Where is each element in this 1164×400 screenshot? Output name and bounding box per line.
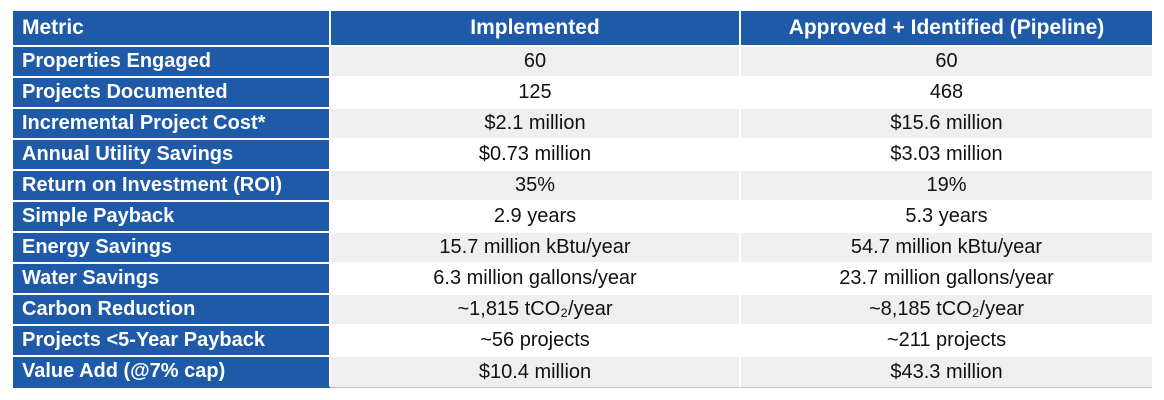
row-implemented: $10.4 million [331,357,741,388]
table-row: Incremental Project Cost* $2.1 million $… [13,109,1152,140]
row-metric: Incremental Project Cost* [13,109,331,140]
table-body: Properties Engaged 60 60 Projects Docume… [13,47,1152,388]
row-metric: Annual Utility Savings [13,140,331,171]
row-pipeline: ~211 projects [741,326,1152,357]
table-row: Value Add (@7% cap) $10.4 million $43.3 … [13,357,1152,388]
row-pipeline: $43.3 million [741,357,1152,388]
row-metric: Projects Documented [13,78,331,109]
row-implemented: 15.7 million kBtu/year [331,233,741,264]
row-implemented: 35% [331,171,741,202]
table-row: Projects Documented 125 468 [13,78,1152,109]
table-row: Simple Payback 2.9 years 5.3 years [13,202,1152,233]
metrics-table-container: Metric Implemented Approved + Identified… [13,11,1152,388]
row-metric: Water Savings [13,264,331,295]
row-metric: Energy Savings [13,233,331,264]
table-header: Metric Implemented Approved + Identified… [13,11,1152,47]
row-metric: Simple Payback [13,202,331,233]
row-implemented: 60 [331,47,741,78]
row-metric: Carbon Reduction [13,295,331,326]
row-implemented: ~1,815 tCO₂/year [331,295,741,326]
header-implemented: Implemented [331,11,741,47]
row-metric: Return on Investment (ROI) [13,171,331,202]
table-row: Carbon Reduction ~1,815 tCO₂/year ~8,185… [13,295,1152,326]
row-implemented: 125 [331,78,741,109]
header-row: Metric Implemented Approved + Identified… [13,11,1152,47]
table-row: Water Savings 6.3 million gallons/year 2… [13,264,1152,295]
row-metric: Projects <5-Year Payback [13,326,331,357]
row-pipeline: $15.6 million [741,109,1152,140]
table-row: Energy Savings 15.7 million kBtu/year 54… [13,233,1152,264]
row-pipeline: $3.03 million [741,140,1152,171]
row-metric: Properties Engaged [13,47,331,78]
row-metric: Value Add (@7% cap) [13,357,331,388]
row-pipeline: 5.3 years [741,202,1152,233]
row-implemented: 6.3 million gallons/year [331,264,741,295]
metrics-table: Metric Implemented Approved + Identified… [13,11,1152,388]
row-pipeline: 54.7 million kBtu/year [741,233,1152,264]
row-pipeline: 468 [741,78,1152,109]
header-pipeline: Approved + Identified (Pipeline) [741,11,1152,47]
row-implemented: 2.9 years [331,202,741,233]
table-row: Projects <5-Year Payback ~56 projects ~2… [13,326,1152,357]
row-implemented: $0.73 million [331,140,741,171]
row-pipeline: ~8,185 tCO₂/year [741,295,1152,326]
row-implemented: $2.1 million [331,109,741,140]
row-pipeline: 23.7 million gallons/year [741,264,1152,295]
table-row: Return on Investment (ROI) 35% 19% [13,171,1152,202]
row-pipeline: 60 [741,47,1152,78]
header-metric: Metric [13,11,331,47]
row-pipeline: 19% [741,171,1152,202]
table-row: Properties Engaged 60 60 [13,47,1152,78]
row-implemented: ~56 projects [331,326,741,357]
table-row: Annual Utility Savings $0.73 million $3.… [13,140,1152,171]
